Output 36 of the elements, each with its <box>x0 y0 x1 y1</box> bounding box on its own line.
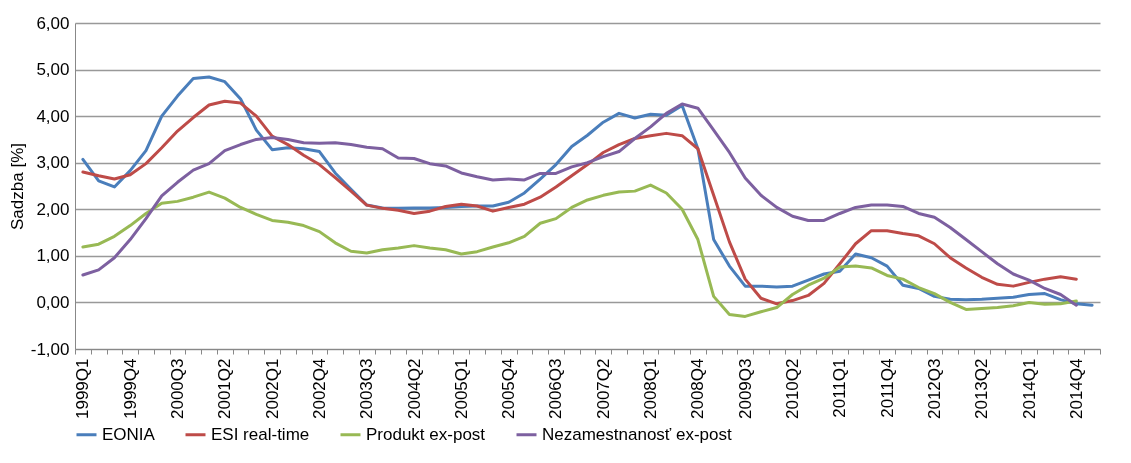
y-tick-label: 1,00 <box>36 246 70 266</box>
y-tick-label: 3,00 <box>36 153 70 173</box>
y-tick-label: 6,00 <box>36 13 70 33</box>
x-tick-label: 2004Q2 <box>404 358 424 419</box>
x-tick-label: 1999Q4 <box>120 358 140 419</box>
y-axis-title: Sadzba [%] <box>7 143 27 230</box>
x-tick-label: 2005Q4 <box>499 358 519 419</box>
x-tick-label: 2014Q4 <box>1066 358 1086 419</box>
x-tick-label: 2002Q4 <box>309 358 329 419</box>
x-tick-label: 2013Q2 <box>972 358 992 419</box>
y-tick-label: 0,00 <box>36 292 70 312</box>
x-tick-label: 2000Q3 <box>168 358 187 419</box>
x-tick-label: 2008Q4 <box>688 358 708 419</box>
x-tick-label: 2009Q3 <box>735 358 755 419</box>
y-tick-label: 2,00 <box>36 199 70 219</box>
x-tick-label: 2011Q1 <box>830 358 850 418</box>
x-tick-label: 2003Q3 <box>357 358 377 419</box>
y-tick-label: 5,00 <box>36 60 70 80</box>
x-tick-label: 2006Q3 <box>546 358 566 419</box>
legend-label: ESI real-time <box>211 424 310 444</box>
legend-label: Nezamestnanosť ex-post <box>542 424 732 444</box>
y-tick-label: -1,00 <box>30 339 70 359</box>
x-tick-label: 2002Q1 <box>262 358 282 419</box>
x-tick-label: 2012Q3 <box>924 358 944 419</box>
legend-label: Produkt ex-post <box>366 424 486 444</box>
x-tick-label: 2008Q1 <box>641 358 661 419</box>
x-tick-label: 2001Q2 <box>215 358 235 419</box>
x-tick-label: 2005Q1 <box>451 358 471 419</box>
x-tick-label: 2007Q2 <box>593 358 613 419</box>
x-tick-label: 2010Q2 <box>783 358 802 419</box>
y-tick-label: 4,00 <box>36 106 70 126</box>
x-tick-label: 2011Q4 <box>877 358 897 418</box>
x-tick-label: 2014Q1 <box>1019 358 1039 419</box>
legend-label: EONIA <box>102 424 156 444</box>
x-tick-label: 1999Q1 <box>73 358 93 419</box>
line-series <box>81 183 1078 318</box>
